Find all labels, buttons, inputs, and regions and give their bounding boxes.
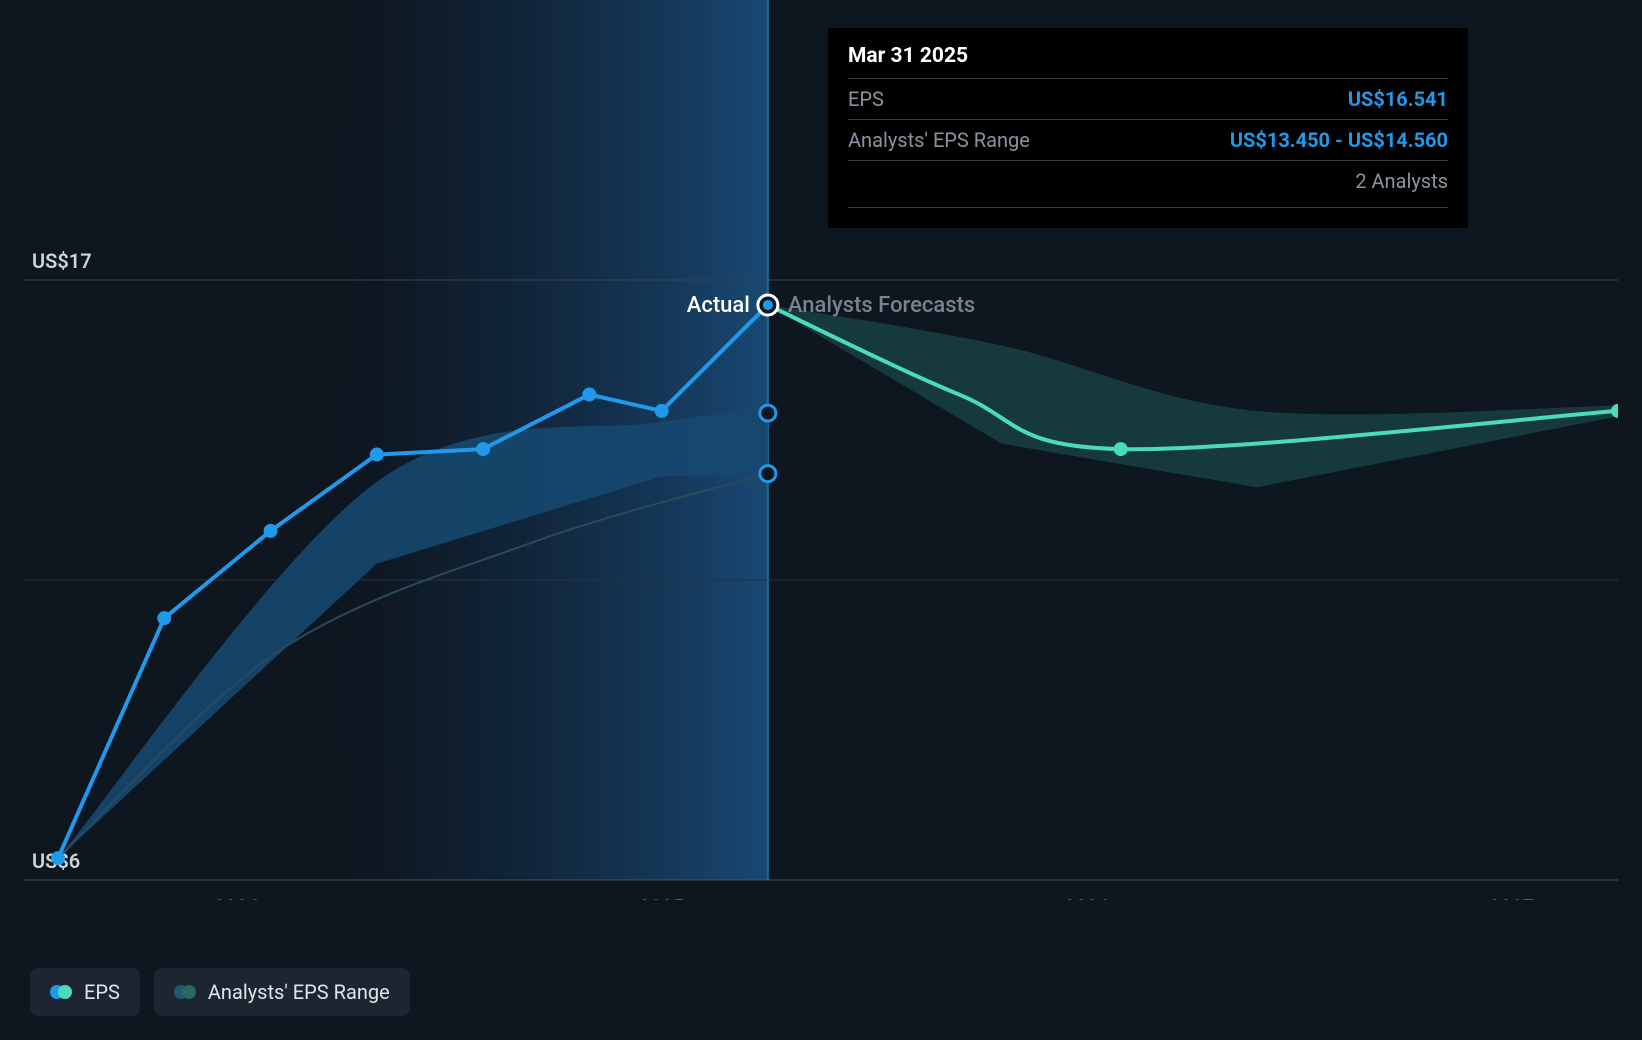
legend-item-range[interactable]: Analysts' EPS Range [154, 968, 410, 1016]
legend-label: Analysts' EPS Range [208, 980, 390, 1004]
chart-legend: EPS Analysts' EPS Range [30, 968, 410, 1016]
tooltip-row-eps: EPS US$16.541 [848, 79, 1448, 120]
tooltip-date: Mar 31 2025 [848, 44, 1448, 79]
svg-text:Analysts Forecasts: Analysts Forecasts [788, 293, 975, 318]
svg-text:2025: 2025 [639, 895, 684, 900]
legend-label: EPS [84, 980, 120, 1004]
svg-text:2024: 2024 [214, 895, 259, 900]
tooltip-label: Analysts' EPS Range [848, 128, 1030, 152]
eps-chart: US$6US$172024202520262027ActualAnalysts … [24, 0, 1618, 900]
svg-text:US$17: US$17 [32, 249, 92, 273]
tooltip-value: US$16.541 [1348, 87, 1448, 111]
tooltip-label: EPS [848, 87, 884, 111]
svg-text:Actual: Actual [687, 293, 750, 318]
chart-tooltip: Mar 31 2025 EPS US$16.541 Analysts' EPS … [828, 28, 1468, 228]
svg-text:2026: 2026 [1064, 895, 1109, 900]
tooltip-analyst-count: 2 Analysts [848, 161, 1448, 208]
legend-swatch-range [174, 981, 196, 1003]
tooltip-value: US$13.450 - US$14.560 [1230, 128, 1448, 152]
legend-swatch-eps [50, 981, 72, 1003]
legend-item-eps[interactable]: EPS [30, 968, 140, 1016]
svg-text:2027: 2027 [1489, 895, 1534, 900]
tooltip-row-range: Analysts' EPS Range US$13.450 - US$14.56… [848, 120, 1448, 161]
